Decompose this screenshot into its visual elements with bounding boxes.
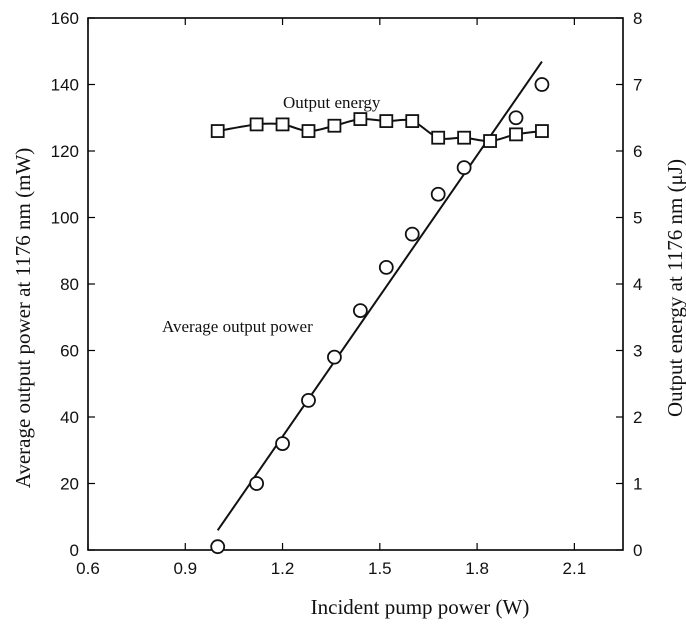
- output-energy-point: [353, 112, 368, 126]
- x-axis-title: Incident pump power (W): [311, 595, 530, 619]
- y-axis-right-title: Output energy at 1176 nm (μJ): [663, 159, 686, 417]
- y-left-tick-label: 140: [51, 76, 79, 95]
- y-right-tick-label: 6: [633, 142, 642, 161]
- y-left-tick-label: 160: [51, 9, 79, 28]
- y-right-tick-label: 4: [633, 275, 642, 294]
- y-left-tick-label: 120: [51, 142, 79, 161]
- average-output-power-point: [508, 110, 524, 126]
- x-tick-label: 0.9: [173, 559, 197, 578]
- series-average-output-power-line: [216, 60, 543, 531]
- y-right-tick-label: 8: [633, 9, 642, 28]
- axes-group: 0.6 0.9 1.2 1.5 1.8 2.1 0 20 40 60 80 100 120 140 160 0…: [51, 9, 643, 578]
- x-tick-label: 1.2: [271, 559, 295, 578]
- y-right-tick-label: 3: [633, 342, 642, 361]
- average-output-power-point: [534, 77, 550, 92]
- annotation-average-output-power: Average output power: [162, 317, 313, 336]
- output-energy-point: [301, 124, 316, 138]
- average-output-power-point: [301, 392, 316, 408]
- output-energy-point: [405, 114, 420, 128]
- output-energy-point: [483, 134, 497, 148]
- y-left-tick-label: 40: [60, 408, 79, 427]
- plot-area: [210, 60, 550, 555]
- y-left-tick-label: 20: [60, 475, 79, 494]
- y-left-tick-label: 60: [60, 342, 79, 361]
- x-tick-label: 1.8: [465, 559, 489, 578]
- x-tick-label: 2.1: [563, 559, 587, 578]
- output-energy-point: [535, 124, 549, 138]
- average-output-power-point: [352, 303, 368, 319]
- y-right-tick-label: 2: [633, 408, 642, 427]
- y-left-tick-label: 80: [60, 275, 79, 294]
- average-output-power-point: [378, 259, 394, 275]
- y-right-tick-label: 0: [633, 541, 642, 560]
- average-output-power-point: [275, 436, 290, 452]
- average-output-power-point: [249, 476, 265, 491]
- y-axis-left-title: Average output power at 1176 nm (mW): [11, 148, 35, 489]
- y-left-tick-label: 0: [70, 541, 79, 560]
- average-output-power-point: [210, 539, 226, 555]
- y-right-tick-label: 1: [633, 475, 642, 494]
- output-energy-point: [249, 117, 264, 132]
- annotation-output-energy: Output energy: [283, 93, 381, 112]
- x-tick-label: 1.5: [368, 559, 392, 578]
- y-left-tick-label: 100: [51, 209, 79, 228]
- average-output-power-point: [404, 226, 420, 242]
- output-energy-point: [509, 127, 523, 142]
- output-energy-point: [327, 118, 342, 133]
- x-tick-label: 0.6: [76, 559, 100, 578]
- output-energy-point: [379, 114, 394, 128]
- average-output-power-point: [456, 160, 472, 176]
- average-output-power-point: [430, 186, 446, 202]
- output-energy-point: [275, 117, 290, 132]
- output-energy-point: [210, 124, 225, 138]
- output-energy-point: [431, 130, 446, 145]
- y-right-tick-label: 7: [633, 76, 642, 95]
- y-right-tick-label: 5: [633, 209, 642, 228]
- average-output-power-point: [327, 349, 342, 365]
- output-energy-point: [457, 130, 472, 145]
